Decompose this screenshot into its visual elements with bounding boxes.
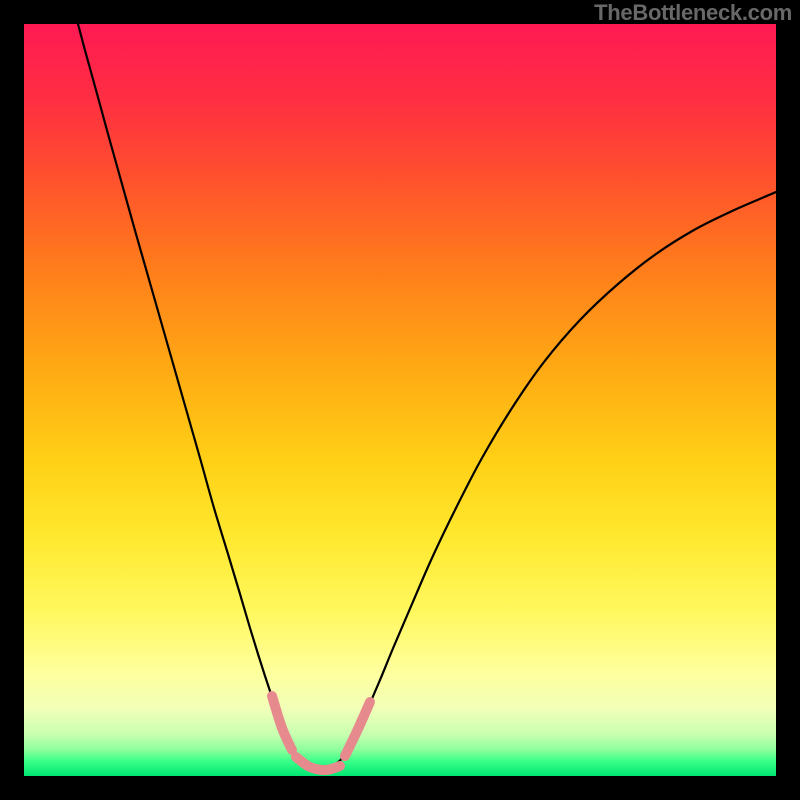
watermark-text: TheBottleneck.com	[594, 0, 792, 26]
chart-svg	[24, 24, 776, 776]
outer-canvas: TheBottleneck.com	[0, 0, 800, 800]
bottleneck-chart	[24, 24, 776, 776]
gradient-background	[24, 24, 776, 776]
